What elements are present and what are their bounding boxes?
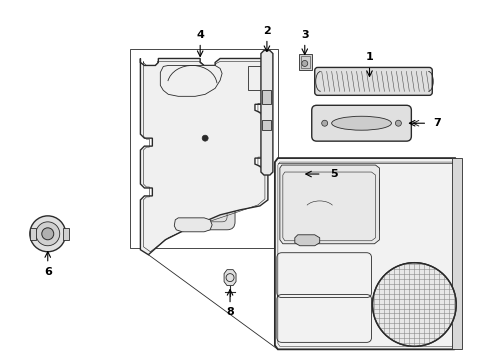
Bar [30,228,36,240]
Text: 6: 6 [44,267,52,276]
Bar [130,49,277,248]
Bar [62,228,68,240]
Polygon shape [294,235,319,246]
Bar [300,57,309,68]
Circle shape [298,171,304,177]
Text: 5: 5 [329,169,337,179]
Polygon shape [261,50,272,175]
Circle shape [202,135,208,141]
Polygon shape [160,66,222,96]
FancyBboxPatch shape [285,172,379,237]
Circle shape [395,120,401,126]
Polygon shape [279,165,379,244]
FancyBboxPatch shape [311,105,410,141]
Circle shape [295,168,307,180]
Circle shape [321,120,327,126]
Polygon shape [140,58,267,255]
Circle shape [36,222,60,246]
Polygon shape [274,158,458,349]
Text: 8: 8 [226,307,233,318]
Circle shape [30,216,65,252]
Polygon shape [174,218,212,232]
Ellipse shape [331,116,390,130]
Text: 3: 3 [300,30,308,40]
FancyBboxPatch shape [159,172,235,230]
Bar [298,54,311,71]
FancyBboxPatch shape [167,180,226,222]
Bar [262,90,270,104]
Polygon shape [224,270,236,285]
FancyBboxPatch shape [298,186,365,226]
Bar [247,67,264,90]
Text: 2: 2 [263,26,270,36]
Text: 4: 4 [196,30,203,40]
Circle shape [41,228,54,240]
Bar [262,120,270,130]
Bar [451,158,461,349]
Text: 7: 7 [432,118,440,128]
Text: 1: 1 [365,53,373,63]
FancyBboxPatch shape [314,67,431,95]
Circle shape [372,263,455,346]
Circle shape [301,60,307,67]
